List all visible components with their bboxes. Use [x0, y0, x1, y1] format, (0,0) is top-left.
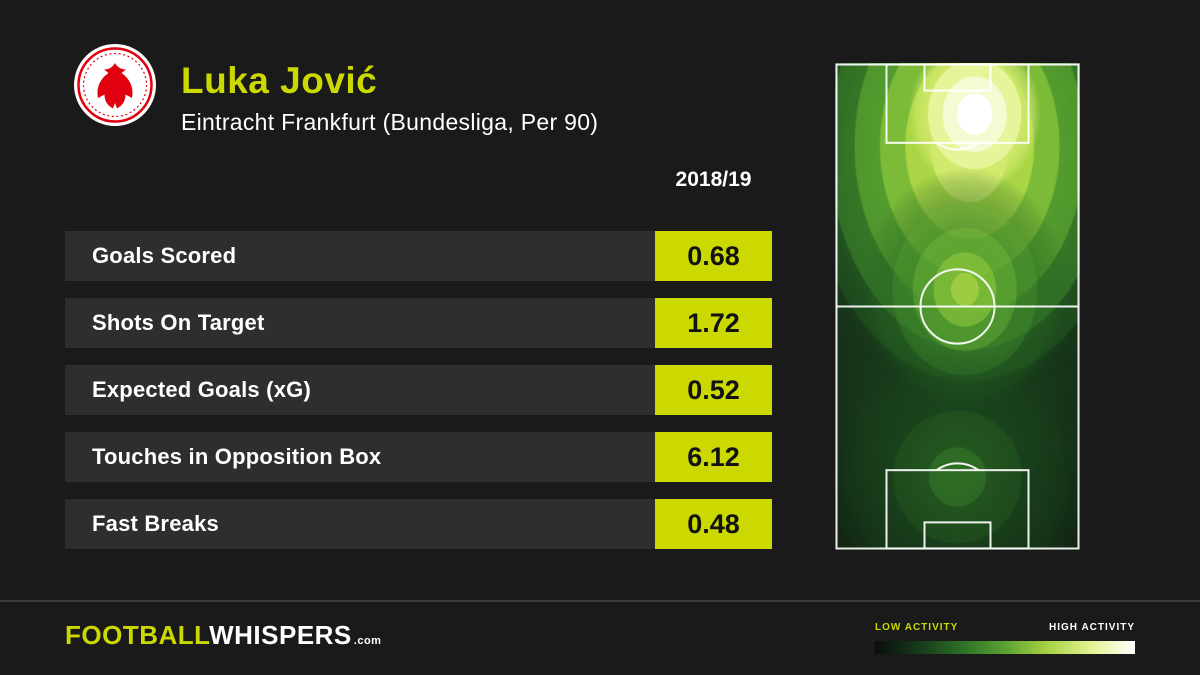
footballwhispers-logo: FOOTBALLWHISPERS .com [65, 620, 381, 651]
stat-value: 0.48 [655, 499, 772, 549]
stat-row: Goals Scored 0.68 [65, 231, 772, 281]
brand-football: FOOTBALL [65, 620, 210, 650]
subtitle: Eintracht Frankfurt (Bundesliga, Per 90) [181, 109, 599, 135]
stat-label: Goals Scored [65, 231, 655, 281]
top-goal-area [923, 63, 992, 92]
stat-row: Fast Breaks 0.48 [65, 499, 772, 549]
stat-label: Touches in Opposition Box [65, 432, 655, 482]
bottom-goal-area [923, 521, 992, 550]
crest-eagle [97, 63, 133, 109]
season-column-header: 2018/19 [675, 168, 752, 191]
heat-layer [835, 63, 1080, 550]
stat-value: 1.72 [655, 298, 772, 348]
brand-whispers: WHISPERS [209, 620, 352, 650]
footer-divider [0, 600, 1200, 602]
activity-legend: LOW ACTIVITY HIGH ACTIVITY [875, 622, 1135, 654]
top-penalty-arc [935, 141, 980, 151]
legend-labels: LOW ACTIVITY HIGH ACTIVITY [875, 622, 1135, 633]
stat-label: Fast Breaks [65, 499, 655, 549]
heatmap-svg [835, 63, 1080, 550]
club-badge [73, 43, 157, 127]
bottom-penalty-arc [935, 462, 980, 472]
stat-label: Shots On Target [65, 298, 655, 348]
stat-row: Touches in Opposition Box 6.12 [65, 432, 772, 482]
stats-table: Goals Scored 0.68 Shots On Target 1.72 E… [65, 231, 772, 549]
stat-value: 0.52 [655, 365, 772, 415]
legend-gradient-bar [875, 641, 1135, 654]
centre-circle [919, 268, 996, 345]
stat-value: 0.68 [655, 231, 772, 281]
legend-high-label: HIGH ACTIVITY [1049, 622, 1135, 633]
stat-label: Expected Goals (xG) [65, 365, 655, 415]
pitch-lines [835, 63, 1080, 550]
page-title: Luka Jović [181, 60, 378, 101]
brand-suffix: .com [353, 635, 382, 647]
eintracht-frankfurt-crest-icon [74, 44, 156, 126]
stat-row: Expected Goals (xG) 0.52 [65, 365, 772, 415]
legend-low-label: LOW ACTIVITY [875, 622, 959, 633]
crest-ring [77, 47, 153, 123]
stat-value: 6.12 [655, 432, 772, 482]
pitch-heatmap [835, 63, 1080, 550]
stat-row: Shots On Target 1.72 [65, 298, 772, 348]
crest-ornament-ring [82, 52, 148, 118]
